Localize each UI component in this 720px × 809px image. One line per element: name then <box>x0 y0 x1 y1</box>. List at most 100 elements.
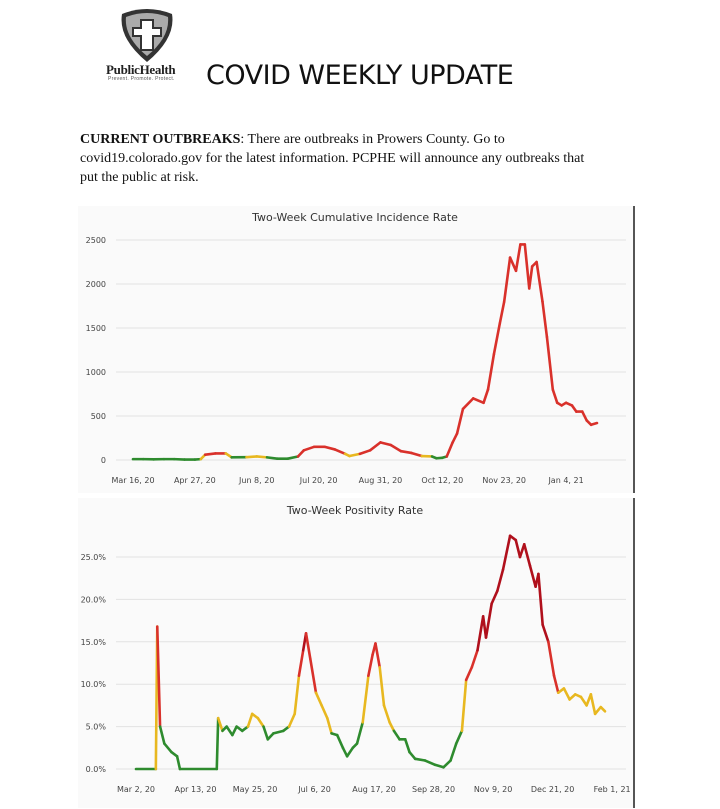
y-tick-label: 15.0% <box>81 638 107 647</box>
data-line-segment <box>551 388 559 405</box>
y-tick-label: 10.0% <box>81 680 107 689</box>
data-line-segment <box>287 712 297 728</box>
data-line-segment <box>403 738 411 754</box>
data-line-segment <box>410 451 424 458</box>
data-line-segment <box>304 632 312 661</box>
data-line-segment <box>215 716 220 771</box>
y-tick-label: 1000 <box>86 368 106 377</box>
data-line-segment <box>378 665 386 707</box>
data-line-segment <box>358 449 372 456</box>
data-line-segment <box>579 695 588 707</box>
data-line-segment <box>464 665 474 682</box>
logo-text: PublicHealth <box>106 62 176 77</box>
data-line-segment <box>203 452 217 457</box>
data-line-segment <box>498 300 506 325</box>
data-line-segment <box>492 322 502 356</box>
y-tick-label: 25.0% <box>81 553 107 562</box>
y-tick-label: 2500 <box>86 236 106 245</box>
x-tick-label: Apr 13, 20 <box>175 785 217 794</box>
data-line-segment <box>272 729 285 735</box>
x-tick-label: Jul 20, 20 <box>299 476 338 485</box>
x-tick-label: Feb 1, 21 <box>594 785 631 794</box>
data-line-segment <box>382 704 391 724</box>
data-line-segment <box>476 615 485 652</box>
data-line-segment <box>388 721 396 733</box>
data-line-segment <box>522 542 532 567</box>
data-line-segment <box>374 642 382 669</box>
data-line-segment <box>535 260 544 303</box>
data-line-segment <box>486 353 496 391</box>
data-line-segment <box>460 678 468 733</box>
data-line-segment <box>470 648 479 669</box>
y-tick-label: 0 <box>101 456 106 465</box>
x-tick-label: Apr 27, 20 <box>174 476 216 485</box>
data-line-segment <box>266 732 275 741</box>
data-line-segment <box>256 716 265 728</box>
x-tick-label: Jul 6, 20 <box>297 785 331 794</box>
data-line-segment <box>562 687 571 701</box>
data-line-segment <box>345 746 355 758</box>
data-line-segment <box>433 763 445 769</box>
chart-title: Two-Week Positivity Rate <box>286 504 423 517</box>
x-tick-label: Jan 4, 21 <box>547 476 583 485</box>
data-line-segment <box>541 300 549 339</box>
data-line-segment <box>580 410 588 422</box>
data-line-segment <box>245 455 259 459</box>
incidence-rate-chart: Two-Week Cumulative Incidence Rate 0 500 10… <box>78 206 635 493</box>
data-line-segment <box>355 721 365 745</box>
data-line-segment <box>496 568 505 593</box>
x-tick-label: Dec 21, 20 <box>531 785 574 794</box>
data-line-segment <box>155 625 162 728</box>
data-line-segment <box>231 725 238 737</box>
data-line-segment <box>552 674 560 694</box>
data-line-segment <box>541 623 550 644</box>
data-line-segment <box>599 705 607 713</box>
data-line-segment <box>379 441 393 447</box>
data-line-segment <box>527 265 534 290</box>
data-line-segment <box>320 704 329 720</box>
data-line-segment <box>545 335 555 391</box>
data-line-segment <box>216 716 224 733</box>
data-line-segment <box>246 712 254 728</box>
x-tick-label: Aug 17, 20 <box>352 785 396 794</box>
x-tick-label: Aug 31, 20 <box>359 476 403 485</box>
data-line-segment <box>589 693 597 716</box>
data-line-segment <box>502 256 512 303</box>
data-line-segment <box>455 407 465 435</box>
data-line-segment <box>323 445 337 451</box>
y-tick-label: 500 <box>91 412 106 421</box>
page-title: COVID WEEKLY UPDATE <box>206 60 514 91</box>
data-line-segment <box>225 725 234 737</box>
data-line-segment <box>547 640 556 678</box>
data-line-segment <box>482 388 490 405</box>
data-line-segment <box>286 455 300 460</box>
data-line-segment <box>528 564 537 588</box>
positivity-rate-chart: Two-Week Positivity Rate 0.0% 5.0% 10.0% 15.… <box>78 498 635 808</box>
data-line-segment <box>445 441 454 458</box>
data-line-segment <box>413 757 427 762</box>
data-line-segment <box>484 602 493 639</box>
x-tick-label: Nov 23, 20 <box>482 476 526 485</box>
data-line-segment <box>175 754 182 771</box>
y-tick-label: 2000 <box>86 280 106 289</box>
x-tick-label: Oct 12, 20 <box>421 476 463 485</box>
data-line-segment <box>442 759 452 769</box>
data-line-segment <box>361 674 370 724</box>
data-line-segment <box>399 449 413 455</box>
logo-tagline: Prevent. Promote. Protect. <box>108 76 175 82</box>
outbreaks-label: CURRENT OUTBREAKS <box>80 132 241 147</box>
x-tick-label: Mar 16, 20 <box>111 476 154 485</box>
data-line-segment <box>262 725 270 741</box>
data-line-segment <box>265 456 279 460</box>
data-line-segment <box>293 674 301 716</box>
data-line-segment <box>308 657 318 694</box>
data-line-segment <box>508 256 518 273</box>
data-line-segment <box>537 572 544 627</box>
data-line-segment <box>255 455 269 459</box>
data-line-segment <box>333 448 347 456</box>
chart-title: Two-Week Cumulative Incidence Rate <box>251 211 458 224</box>
data-line-segment <box>325 716 333 735</box>
x-tick-label: Jun 8, 20 <box>238 476 274 485</box>
y-tick-label: 1500 <box>86 324 106 333</box>
data-line-segment <box>368 441 382 452</box>
